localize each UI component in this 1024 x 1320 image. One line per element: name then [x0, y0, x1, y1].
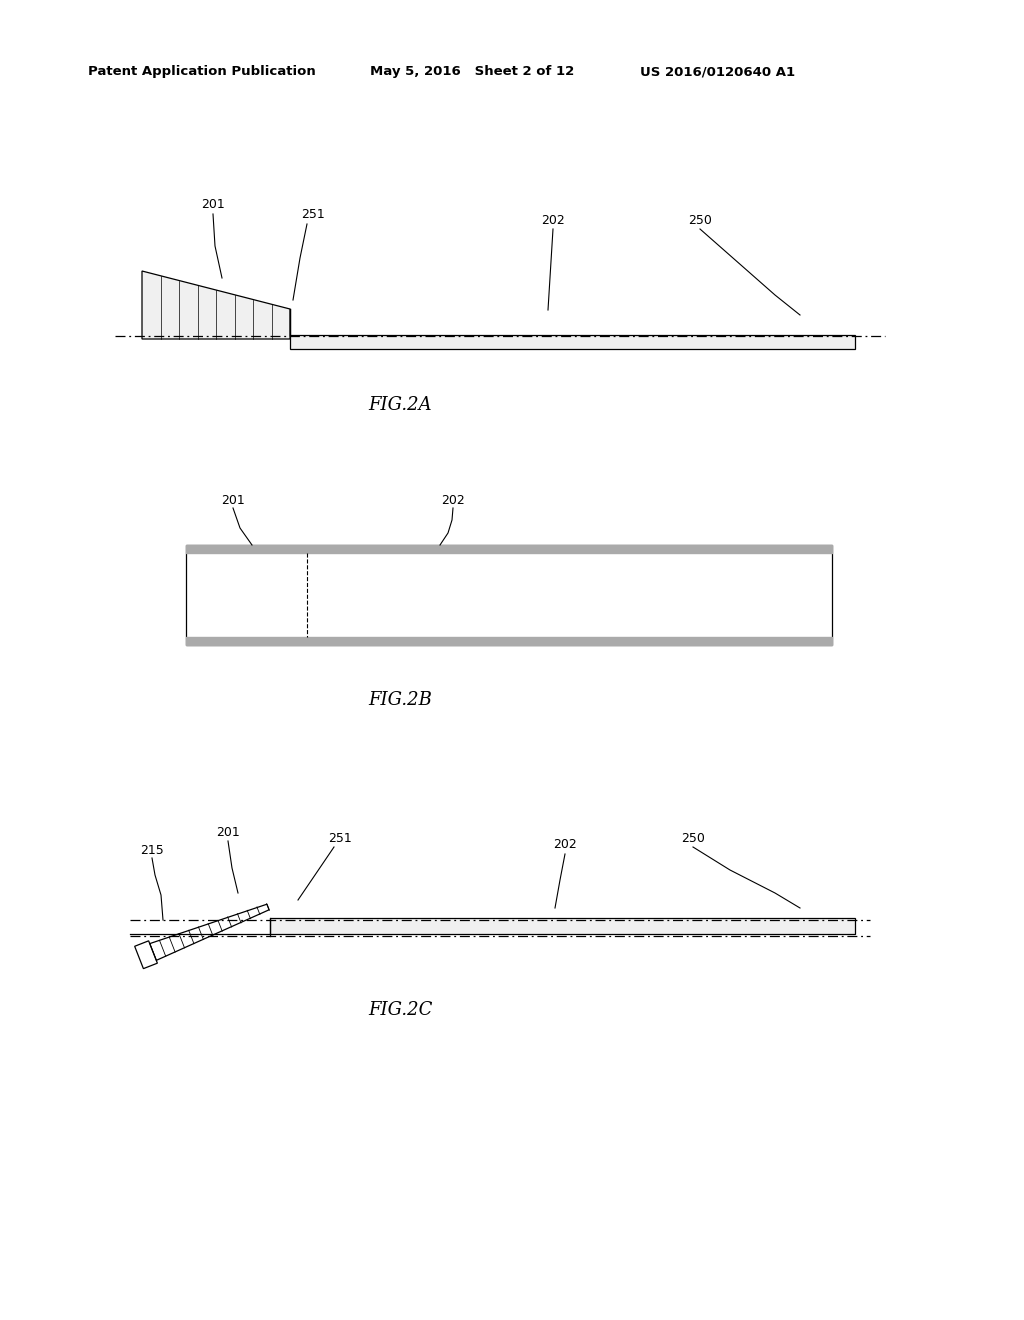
Text: 201: 201 [216, 825, 240, 838]
Text: FIG.2B: FIG.2B [368, 690, 432, 709]
Text: FIG.2C: FIG.2C [368, 1001, 432, 1019]
Text: 251: 251 [328, 832, 352, 845]
Text: 250: 250 [681, 832, 705, 845]
Text: 215: 215 [140, 843, 164, 857]
Text: May 5, 2016   Sheet 2 of 12: May 5, 2016 Sheet 2 of 12 [370, 66, 574, 78]
Text: 250: 250 [688, 214, 712, 227]
Text: 202: 202 [441, 494, 465, 507]
Polygon shape [150, 904, 269, 961]
Text: 251: 251 [301, 209, 325, 222]
Polygon shape [135, 941, 158, 969]
Text: 202: 202 [541, 214, 565, 227]
Polygon shape [142, 271, 290, 339]
Text: 201: 201 [201, 198, 225, 211]
Polygon shape [270, 917, 855, 935]
Text: 202: 202 [553, 838, 577, 851]
Text: FIG.2A: FIG.2A [369, 396, 432, 414]
Polygon shape [290, 335, 855, 348]
Text: Patent Application Publication: Patent Application Publication [88, 66, 315, 78]
Text: US 2016/0120640 A1: US 2016/0120640 A1 [640, 66, 795, 78]
Text: 201: 201 [221, 494, 245, 507]
